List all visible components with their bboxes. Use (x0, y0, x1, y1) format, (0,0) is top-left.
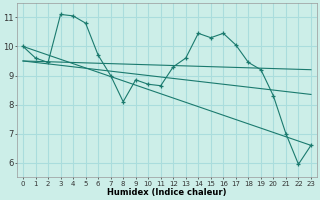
X-axis label: Humidex (Indice chaleur): Humidex (Indice chaleur) (107, 188, 227, 197)
